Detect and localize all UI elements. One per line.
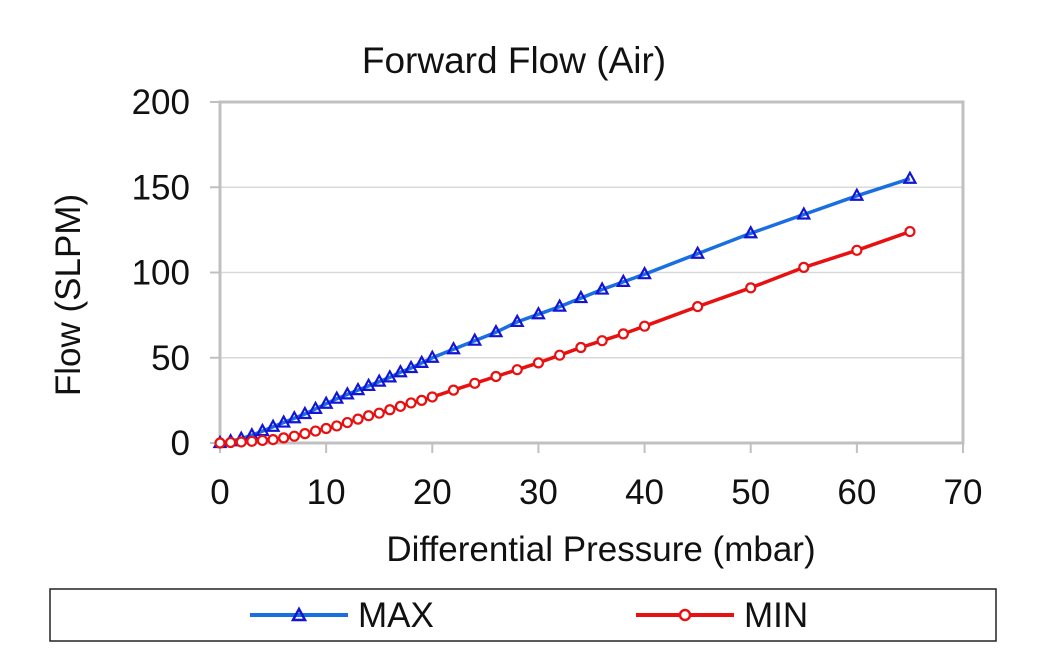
data-point-max [488,323,504,338]
x-tick-label: 0 [210,473,229,512]
data-point-max [467,332,483,346]
data-point-min [352,413,364,425]
data-point-max [403,359,419,374]
data-point-max [902,170,918,184]
data-point-max [329,390,345,404]
data-point-min [246,435,258,447]
data-point-max [552,298,568,312]
data-point-min [363,410,375,422]
data-point-min [851,244,863,256]
data-point-min [267,433,279,446]
y-tick-label: 0 [171,424,190,463]
data-point-min [692,301,704,313]
data-point-min [256,434,269,447]
series-min [214,225,916,449]
legend-marker-min [678,608,692,622]
data-point-max [594,281,610,295]
data-point-max [350,381,366,396]
chart-title: Forward Flow (Air) [362,40,666,81]
x-axis-label: Differential Pressure (mbar) [386,530,815,569]
data-point-max [265,418,281,432]
series-group [212,170,918,449]
data-point-min [798,261,810,273]
y-tick-label: 150 [132,168,190,207]
y-tick-label: 50 [151,339,190,378]
x-tick-label: 10 [307,473,346,512]
y-tick-label: 200 [132,83,190,122]
data-point-max [690,245,706,259]
data-point-min [447,384,460,396]
data-point-min [394,400,407,412]
data-point-min [490,370,502,383]
data-point-min [225,436,237,449]
data-point-min [373,407,385,419]
legend-label-min: MIN [744,596,808,635]
x-tick-label: 20 [413,473,452,512]
data-point-max [297,405,313,420]
data-point-max [371,373,387,387]
data-point-max [424,349,440,363]
data-point-max [276,414,292,428]
data-point-max [637,265,652,280]
data-point-min [416,394,428,406]
data-point-min [384,404,396,416]
data-point-min [235,436,247,448]
data-point-min [904,225,916,238]
x-tick-label: 70 [944,473,983,512]
data-point-min [341,416,353,429]
x-axis: 0 10 20 30 40 50 60 70 [210,443,982,512]
legend-label-max: MAX [358,596,434,635]
data-point-min [596,335,608,347]
data-point-min [745,282,757,294]
y-tick-label: 100 [132,254,190,293]
data-point-min [617,328,629,340]
data-point-max [796,206,812,220]
legend-box [49,588,997,642]
data-point-max [531,305,546,320]
data-point-max [446,340,461,355]
data-point-min [405,397,417,409]
data-point-max [382,369,398,383]
data-point-max [573,289,589,304]
series-max [212,170,918,449]
data-point-min [278,432,290,444]
y-axis-label: Flow (SLPM) [49,194,88,396]
data-point-max [509,313,525,328]
data-point-max [849,187,865,201]
data-point-min [309,425,322,437]
data-point-min [511,364,523,376]
data-point-min [320,422,332,435]
legend-marker-max [290,606,308,622]
gridlines [220,186,963,359]
x-tick-label: 60 [837,473,876,512]
data-point-min [554,349,566,361]
data-point-max [318,395,334,409]
x-tick-label: 50 [731,473,770,512]
data-point-max [393,363,408,378]
data-point-min [288,430,300,442]
x-tick-label: 30 [519,473,558,512]
data-point-max [308,400,323,414]
data-point-min [575,341,587,354]
data-point-max [286,409,302,424]
data-point-min [214,437,226,449]
data-point-min [426,391,438,403]
data-point-max [743,225,759,239]
data-point-min [638,320,651,332]
data-point-min [331,420,343,432]
data-point-min [299,428,311,440]
data-point-max [340,386,355,400]
x-tick-label: 40 [625,473,664,512]
legend: MAX MIN [49,588,997,642]
data-point-max [615,273,631,287]
y-axis: 0 50 100 150 200 [132,83,220,463]
data-point-max [361,377,376,391]
data-point-max [414,354,430,368]
data-point-min [532,357,545,369]
data-point-min [469,377,481,389]
